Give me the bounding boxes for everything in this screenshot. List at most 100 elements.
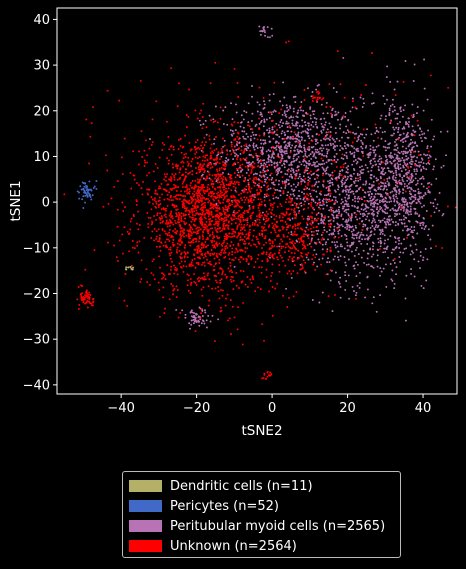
point-peritubular xyxy=(235,103,237,106)
point-peritubular xyxy=(309,177,311,180)
point-peritubular xyxy=(197,320,200,323)
point-peritubular xyxy=(353,264,356,267)
point-peritubular xyxy=(334,271,337,274)
point-peritubular xyxy=(391,110,394,113)
point-unknown xyxy=(186,229,189,232)
point-peritubular xyxy=(377,192,380,195)
point-peritubular xyxy=(397,128,400,131)
point-peritubular xyxy=(373,175,376,178)
point-peritubular xyxy=(376,215,379,217)
point-unknown xyxy=(328,83,331,86)
point-peritubular xyxy=(283,151,285,154)
point-unknown xyxy=(156,214,159,217)
point-unknown xyxy=(215,242,218,245)
point-unknown xyxy=(183,207,186,210)
point-unknown xyxy=(168,248,170,251)
point-unknown xyxy=(322,216,325,219)
point-unknown xyxy=(162,220,165,223)
point-peritubular xyxy=(224,106,227,109)
point-peritubular xyxy=(318,198,321,201)
point-unknown xyxy=(166,183,169,186)
point-unknown xyxy=(151,118,154,121)
point-peritubular xyxy=(326,128,329,131)
point-unknown xyxy=(227,267,230,270)
point-peritubular xyxy=(263,196,266,199)
point-peritubular xyxy=(258,122,261,125)
point-peritubular xyxy=(193,320,196,323)
point-unknown xyxy=(252,207,255,210)
point-unknown xyxy=(195,207,197,210)
point-unknown xyxy=(156,167,159,169)
point-unknown xyxy=(214,195,217,198)
point-peritubular xyxy=(300,163,303,166)
point-peritubular xyxy=(258,178,261,181)
point-peritubular xyxy=(359,178,362,181)
point-peritubular xyxy=(332,147,335,150)
point-unknown xyxy=(223,256,226,259)
point-peritubular xyxy=(418,165,421,168)
point-unknown xyxy=(203,163,206,166)
point-peritubular xyxy=(308,242,311,245)
point-unknown xyxy=(204,223,207,226)
point-unknown xyxy=(407,166,410,169)
point-unknown xyxy=(245,209,248,212)
point-unknown xyxy=(148,171,151,174)
point-peritubular xyxy=(327,159,330,162)
point-unknown xyxy=(232,218,235,221)
point-unknown xyxy=(242,270,245,273)
point-peritubular xyxy=(422,256,425,259)
point-peritubular xyxy=(336,216,339,219)
point-peritubular xyxy=(341,169,344,171)
point-unknown xyxy=(236,135,239,138)
point-unknown xyxy=(273,192,276,194)
point-unknown xyxy=(77,286,80,288)
point-peritubular xyxy=(414,211,417,214)
point-peritubular xyxy=(360,204,363,207)
point-peritubular xyxy=(409,244,412,247)
point-peritubular xyxy=(409,192,412,195)
point-peritubular xyxy=(326,152,329,155)
point-unknown xyxy=(206,188,209,191)
point-peritubular xyxy=(240,145,243,148)
point-unknown xyxy=(164,209,167,212)
point-unknown xyxy=(163,208,166,211)
point-peritubular xyxy=(364,223,367,226)
point-peritubular xyxy=(337,184,340,187)
point-peritubular xyxy=(347,143,349,146)
point-peritubular xyxy=(263,120,266,123)
point-peritubular xyxy=(314,143,317,145)
point-unknown xyxy=(208,192,210,195)
point-peritubular xyxy=(300,180,303,183)
point-peritubular xyxy=(209,320,212,323)
point-unknown xyxy=(217,290,220,293)
point-peritubular xyxy=(325,194,328,197)
point-unknown xyxy=(220,177,223,180)
point-unknown xyxy=(215,173,218,176)
point-peritubular xyxy=(340,215,343,217)
point-unknown xyxy=(267,217,270,220)
point-unknown xyxy=(166,234,169,237)
point-unknown xyxy=(202,189,205,192)
point-unknown xyxy=(282,190,285,193)
point-peritubular xyxy=(395,149,398,152)
point-peritubular xyxy=(189,327,191,330)
point-unknown xyxy=(175,209,178,211)
point-peritubular xyxy=(342,205,345,208)
point-peritubular xyxy=(320,215,323,218)
point-peritubular xyxy=(361,141,364,144)
point-peritubular xyxy=(416,182,419,185)
point-peritubular xyxy=(401,176,404,179)
point-unknown xyxy=(223,197,226,200)
point-unknown xyxy=(193,237,195,240)
point-unknown xyxy=(239,218,242,221)
point-unknown xyxy=(316,213,319,215)
point-peritubular xyxy=(329,279,332,282)
point-unknown xyxy=(199,197,202,199)
point-peritubular xyxy=(399,208,402,211)
point-peritubular xyxy=(398,236,401,239)
point-unknown xyxy=(265,217,268,220)
point-peritubular xyxy=(343,210,346,213)
point-unknown xyxy=(184,195,186,198)
point-peritubular xyxy=(340,157,343,160)
point-unknown xyxy=(196,250,199,253)
